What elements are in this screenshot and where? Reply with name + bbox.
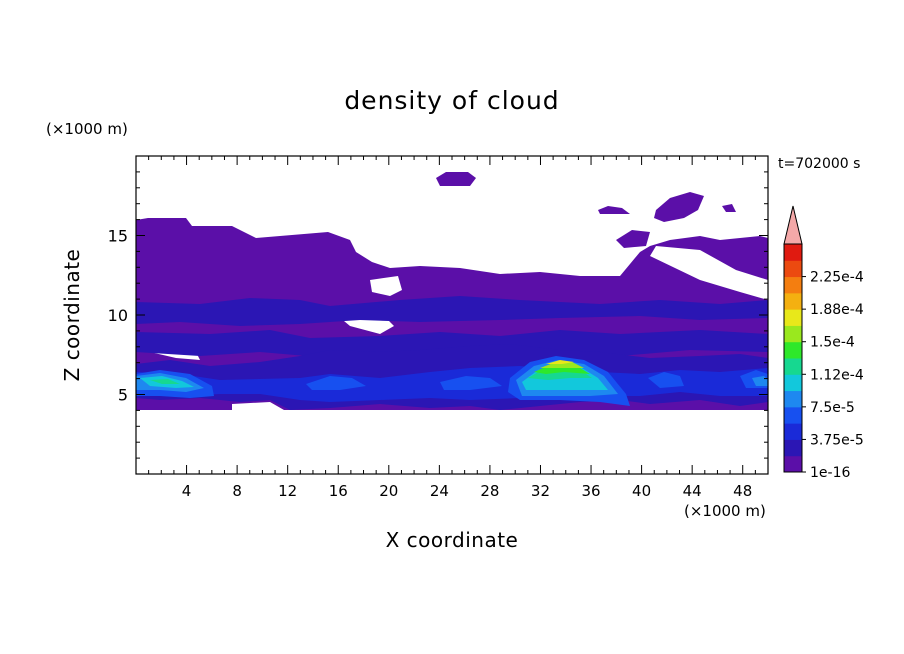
colorbar: 1e-16 3.75e-5 7.5e-5 1.12e-4 1.5e-4 1.88e-4 2.… [783, 205, 864, 481]
gap-1 [370, 276, 402, 296]
colorbar-label: 7.5e-5 [810, 400, 855, 416]
patch-2 [654, 192, 704, 222]
density-field [136, 172, 768, 410]
patch-5 [616, 230, 650, 248]
patch-3 [598, 206, 630, 214]
patch-4 [722, 204, 736, 212]
band-dark-1 [136, 296, 768, 326]
y-tick-label: 5 [118, 386, 128, 405]
colorbar-band [784, 325, 802, 343]
core-left-4 [150, 379, 180, 384]
colorbar-band [784, 309, 802, 326]
colorbar-band [784, 260, 802, 278]
colorbar-band [784, 455, 802, 473]
colorbar-band [784, 358, 802, 375]
colorbar-band [784, 439, 802, 457]
x-tick-label: 32 [531, 482, 550, 500]
x-tick-label: 44 [683, 482, 702, 500]
colorbar-extend-arrow [783, 205, 803, 245]
x-tick-label: 20 [379, 482, 398, 500]
core-small-2 [440, 376, 502, 390]
colorbar-band [784, 423, 802, 440]
time-label: t=702000 s [778, 156, 861, 172]
gap-6 [232, 402, 284, 410]
colorbar-band [784, 341, 802, 359]
colorbar-frame [783, 243, 803, 473]
y-tick-label: 15 [108, 227, 128, 246]
colorbar-label: 3.75e-5 [810, 432, 864, 448]
core-small-1 [306, 376, 366, 390]
y-tick-label: 10 [108, 306, 128, 325]
x-tick-label: 48 [733, 482, 752, 500]
colorbar-label: 2.25e-4 [810, 270, 864, 286]
x-tick-label: 8 [232, 482, 242, 500]
x-tick-label: 36 [581, 482, 600, 500]
y-axis-unit: (×1000 m) [46, 120, 128, 138]
colorbar-band [784, 406, 802, 424]
colorbar-band [784, 276, 802, 294]
x-tick-label: 16 [329, 482, 348, 500]
patch-1 [436, 172, 476, 186]
x-tick-label: 24 [430, 482, 449, 500]
x-axis-ticks: 4 8 12 16 20 24 28 32 36 40 44 48 [148, 156, 756, 500]
x-tick-label: 40 [632, 482, 651, 500]
x-tick-label: 28 [480, 482, 499, 500]
x-tick-label: 4 [182, 482, 192, 500]
core-small-3 [648, 372, 684, 388]
colorbar-label: 1.88e-4 [810, 302, 864, 318]
colorbar-band [784, 390, 802, 408]
y-axis-label: Z coordinate [60, 248, 84, 382]
chart-title: density of cloud [344, 86, 560, 115]
colorbar-label: 1e-16 [810, 465, 850, 481]
colorbar-band [784, 292, 802, 310]
x-tick-label: 12 [278, 482, 297, 500]
core-center-6 [540, 362, 584, 368]
colorbar-band [784, 244, 802, 261]
core-center-7 [546, 360, 574, 364]
colorbar-label: 1.12e-4 [810, 367, 864, 383]
y-axis-ticks: 5 10 15 [108, 171, 768, 459]
x-axis-unit: (×1000 m) [684, 502, 766, 520]
colorbar-label: 1.5e-4 [810, 335, 855, 351]
colorbar-band [784, 374, 802, 392]
x-axis-label: X coordinate [385, 528, 519, 552]
gap-3 [650, 246, 768, 300]
band-dark-2 [136, 330, 768, 358]
